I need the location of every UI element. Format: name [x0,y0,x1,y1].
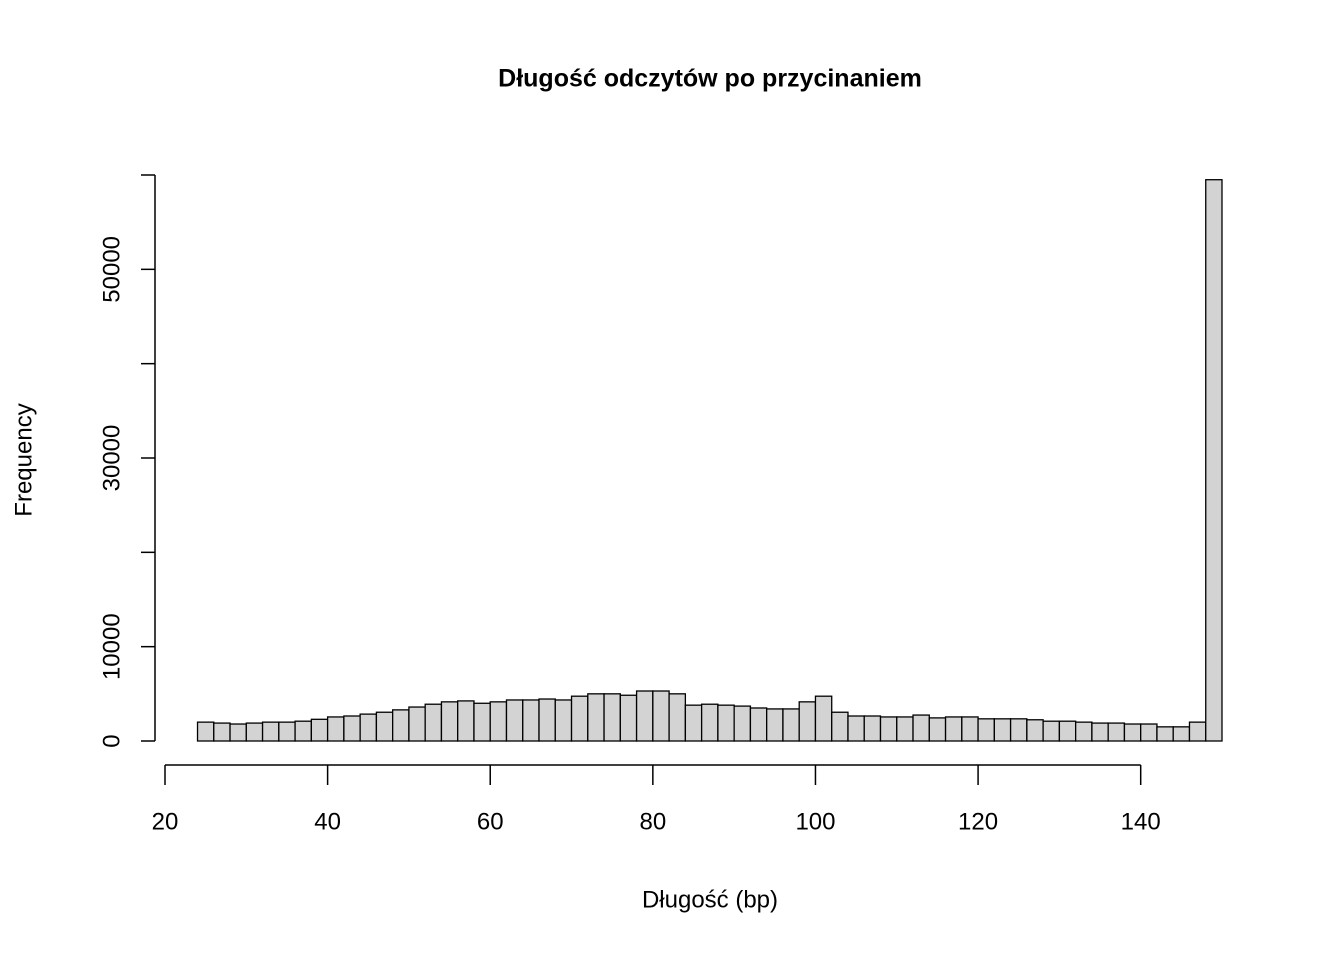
bar [245,722,264,742]
x-tick-label: 100 [795,808,835,835]
bar [733,705,752,742]
bar [522,699,540,742]
bar [977,718,995,742]
bar [473,702,491,742]
chart-title: Długość odczytów po przycinaniem [498,65,922,93]
x-tick-label: 60 [477,808,504,835]
bar [278,721,296,742]
bar [554,699,573,742]
bar [392,709,410,742]
x-tick-label: 40 [314,808,341,835]
bar [652,690,670,742]
y-tick-label: 10000 [98,613,125,680]
x-tick-label: 120 [958,808,998,835]
bar [375,711,394,742]
bar [684,704,703,742]
bar [782,708,800,742]
x-axis-label: Długość (bp) [642,886,778,913]
x-tick-label: 20 [152,808,179,835]
bar [213,722,231,742]
bar [1156,726,1174,742]
bar [668,693,687,742]
bar [505,699,524,742]
bar [847,715,865,742]
bar [798,701,817,742]
bar [538,698,556,742]
bar [457,700,475,742]
bar [635,690,654,742]
bar [1107,722,1126,742]
bar [896,716,914,742]
bar [1042,720,1061,742]
bar [1074,721,1093,742]
bar [359,713,378,742]
bar [440,701,459,742]
bar [294,720,313,742]
bar [717,704,735,742]
bar [570,695,589,742]
bar [1188,721,1207,742]
bar [912,714,930,742]
bar [879,716,898,742]
y-tick-label: 0 [98,734,125,747]
bar [1026,719,1044,742]
y-tick-label: 30000 [98,425,125,492]
bar [1091,722,1109,742]
bar [343,715,361,742]
bar [993,718,1012,742]
bar [928,717,947,742]
bar [814,695,833,742]
bar [766,708,784,742]
bar [831,711,849,742]
x-tick-label: 140 [1121,808,1161,835]
bar [1123,723,1142,742]
bar [944,716,963,742]
y-tick-label: 50000 [98,236,125,303]
bar [1205,179,1223,742]
bar [1172,726,1191,742]
bar [489,701,508,742]
bar [1009,718,1028,742]
bar [261,721,280,742]
x-tick-label: 80 [639,808,666,835]
bar [863,715,882,742]
bar [1058,720,1077,742]
bar [1140,723,1158,742]
bar [587,693,605,742]
bar [700,703,719,742]
bar [749,707,768,742]
bar [196,721,215,742]
bar [424,703,443,742]
y-axis-label: Frequency [10,403,37,516]
bar [326,716,345,742]
bar [603,693,621,742]
bar [961,716,979,742]
bar [229,723,247,742]
bar [310,718,329,742]
bar [619,694,638,742]
bar [408,706,426,742]
